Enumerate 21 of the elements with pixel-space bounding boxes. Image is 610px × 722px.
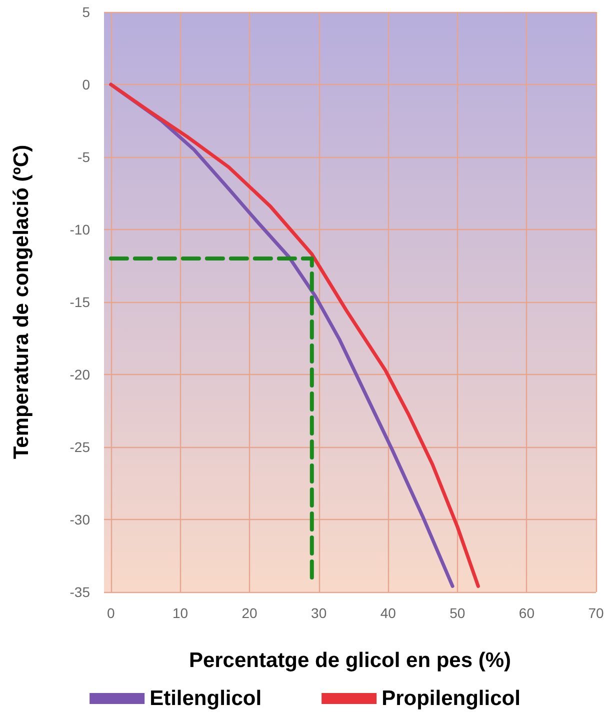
- y-tick-label: -35: [70, 584, 90, 600]
- y-tick-label: 0: [82, 76, 90, 92]
- y-tick-label: -30: [70, 512, 90, 528]
- x-tick-label: 0: [107, 605, 116, 621]
- x-tick-label: 40: [380, 605, 396, 621]
- y-tick-label: -25: [70, 439, 90, 455]
- x-tick-label: 30: [311, 605, 327, 621]
- x-tick-label: 50: [450, 605, 466, 621]
- legend-label: Propilenglicol: [382, 687, 520, 710]
- x-tick-label: 20: [242, 605, 258, 621]
- y-tick-label: -10: [70, 222, 90, 238]
- y-tick-label: -20: [70, 366, 90, 382]
- x-tick-label: 60: [518, 605, 535, 621]
- y-tick-label: -15: [70, 294, 90, 310]
- y-tick-label: 5: [82, 4, 90, 20]
- x-axis-title: Percentatge de glicol en pes (%): [188, 649, 512, 672]
- legend-label: Etilenglicol: [150, 687, 262, 710]
- y-axis-title: Temperatura de congelació (ºC): [10, 144, 33, 460]
- x-tick-label: 70: [588, 605, 604, 621]
- y-tick-label: -5: [78, 149, 90, 165]
- x-tick-label: 10: [172, 605, 188, 621]
